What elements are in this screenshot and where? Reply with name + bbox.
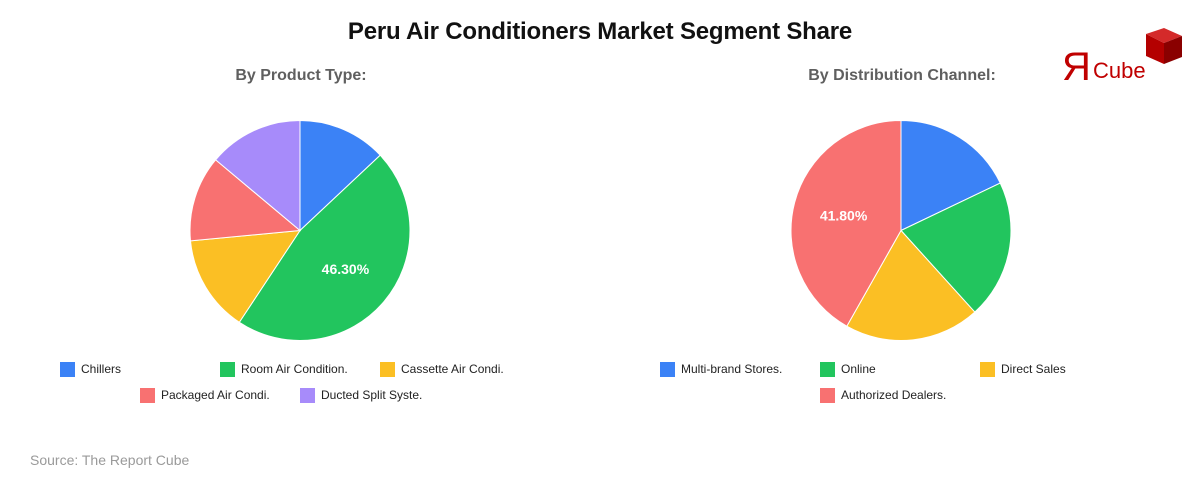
legend-swatch (60, 361, 75, 377)
legend-swatch (980, 361, 995, 377)
pie-data-label: 41.80% (820, 207, 868, 223)
legend-item-online[interactable]: Online (820, 361, 876, 377)
legend-label: Chillers (81, 362, 122, 376)
pie-slice-multi-brand-stores (900, 119, 1001, 232)
legend-item-packaged-air-condi[interactable]: Packaged Air Condi. (140, 387, 270, 403)
cube-icon (1146, 28, 1182, 64)
legend-swatch (380, 361, 395, 377)
pie-slice-ducted-split-syste (214, 119, 301, 232)
product-type-pie-chart: 46.30% (189, 119, 411, 341)
pie-slice-authorized-dealers (790, 119, 902, 327)
legend-swatch (820, 387, 835, 403)
legend-swatch (820, 361, 835, 377)
legend-label: Direct Sales (1001, 362, 1066, 376)
pie-slice-online (900, 182, 1012, 313)
legend-swatch (140, 387, 155, 403)
pie-slice-packaged-air-condi (189, 159, 302, 242)
legend-label: Cassette Air Condi. (401, 362, 504, 376)
legend-swatch (660, 361, 675, 377)
legend-item-cassette-air-condi[interactable]: Cassette Air Condi. (380, 361, 504, 377)
distribution-channel-subtitle: By Distribution Channel: (808, 67, 996, 84)
legend-item-room-air-condition[interactable]: Room Air Condition. (220, 361, 348, 377)
product-type-subtitle: By Product Type: (235, 67, 367, 84)
legend-label: Authorized Dealers. (841, 388, 947, 402)
chart-title: Peru Air Conditioners Market Segment Sha… (347, 18, 853, 45)
legend-item-authorized-dealers[interactable]: Authorized Dealers. (820, 387, 946, 403)
legend-swatch (220, 361, 235, 377)
legend-swatch (300, 387, 315, 403)
pie-data-label: 46.30% (322, 261, 370, 277)
logo-r-glyph: Я (1062, 45, 1091, 86)
distribution-channel-pie-chart: 41.80% (790, 119, 1012, 341)
legend-item-ducted-split-syste[interactable]: Ducted Split Syste. (300, 387, 422, 403)
legend-label: Packaged Air Condi. (161, 388, 270, 402)
legend-label: Multi-brand Stores. (681, 362, 783, 376)
pie-slice-cassette-air-condi (189, 229, 301, 323)
legend-item-direct-sales[interactable]: Direct Sales (980, 361, 1066, 377)
legend-label: Room Air Condition. (241, 362, 348, 376)
legend-item-multi-brand-stores[interactable]: Multi-brand Stores. (660, 361, 782, 377)
logo-cube-text: Cube (1093, 58, 1146, 83)
legend-label: Online (841, 362, 876, 376)
pie-slice-direct-sales (846, 229, 976, 341)
pie-slice-chillers (299, 119, 381, 232)
legend-item-chillers[interactable]: Chillers (60, 361, 121, 377)
report-cube-logo: Я Cube (1062, 28, 1182, 86)
source-note: Source: The Report Cube (30, 452, 190, 468)
legend-label: Ducted Split Syste. (321, 388, 423, 402)
pie-slice-room-air-condition (238, 154, 411, 341)
